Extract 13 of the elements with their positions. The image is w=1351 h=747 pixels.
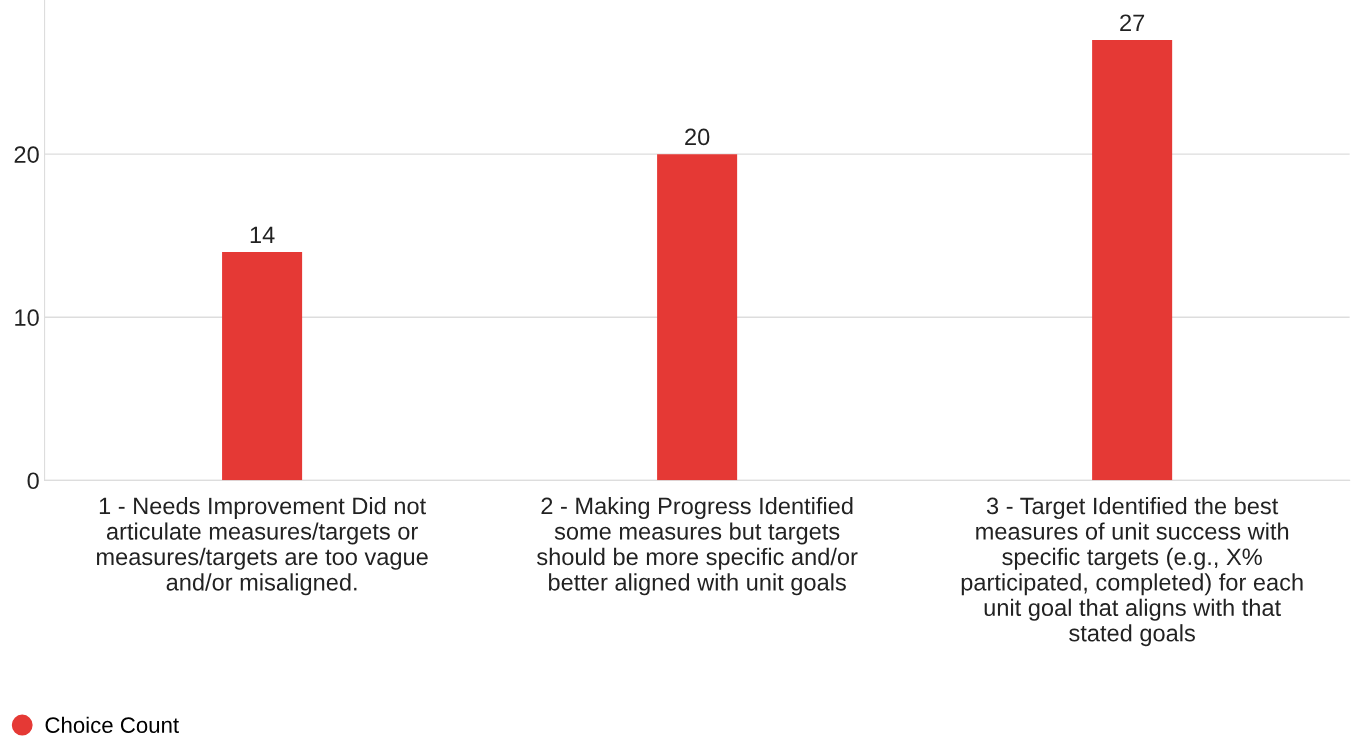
y-tick-label: 0 [27,472,39,490]
y-tick-label: 10 [15,309,39,327]
legend-label: Choice Count [45,716,179,734]
x-tick-label: 2 - Making Progress Identified some measures but targets should be more specific and/or better aligned with unit goals [537,496,858,596]
data-label: 20 [685,128,710,146]
bar [657,154,738,481]
x-tick-label: 1 - Needs Improvement Did not articulate measures/targets or measures/targets are too vague and/or misaligned. [96,496,428,596]
x-tick-label: 3 - Target Identified the best measures of unit success with specific targets (e.g., X% participated, completed) for each unit goal that aligns with that stated goals [961,496,1303,647]
bar [1092,39,1173,481]
bar [222,251,303,481]
data-label: 27 [1120,14,1145,31]
y-tick-label: 20 [14,146,39,163]
data-label: 14 [250,226,275,243]
